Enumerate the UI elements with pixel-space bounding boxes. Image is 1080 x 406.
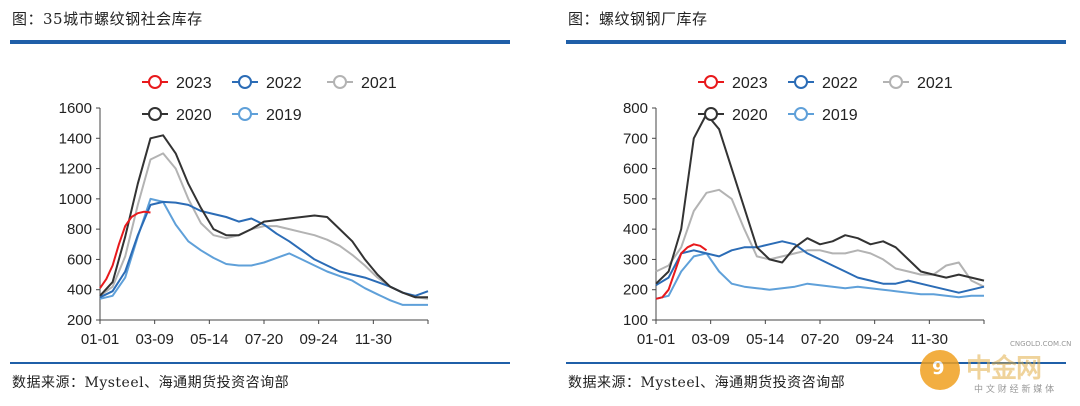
legend-label: 2023 (176, 75, 212, 92)
title-rule (10, 40, 510, 44)
y-tick-label: 1000 (59, 191, 92, 208)
legend-marker (238, 75, 252, 89)
legend-label: 2022 (822, 75, 858, 92)
y-tick-label: 600 (623, 161, 648, 178)
legend-label: 2019 (266, 107, 302, 124)
legend-marker (148, 75, 162, 89)
series-line-2021 (655, 188, 985, 288)
chart-title: 图：螺纹钢钢厂库存 (568, 10, 708, 28)
y-tick-label: 400 (67, 282, 92, 299)
legend-marker (889, 75, 903, 89)
x-tick-label: 11-30 (911, 331, 948, 348)
legend-label: 2021 (361, 75, 397, 92)
legend-item-2019: 2019 (232, 107, 302, 124)
series-line-2022 (655, 240, 985, 294)
source-rule (566, 362, 1066, 364)
legend-label: 2020 (176, 107, 212, 124)
x-tick-label: 01-01 (81, 331, 119, 348)
x-tick-label: 03-09 (691, 331, 729, 348)
legend-item-2022: 2022 (232, 75, 302, 92)
series-line-2020 (655, 113, 985, 285)
legend-item-2023: 2023 (142, 75, 212, 92)
legend-item-2021: 2021 (883, 75, 953, 92)
series-line-2023 (655, 243, 708, 300)
chart-title: 图：35城市螺纹钢社会库存 (12, 10, 203, 28)
y-tick-label: 500 (623, 191, 648, 208)
chart-panel-social-inventory: 图：35城市螺纹钢社会库存 200 400 600 800 1000 1200 1400 16… (10, 10, 510, 391)
title-rule (566, 40, 1066, 44)
legend-label: 2020 (732, 107, 768, 124)
x-tick-label: 01-01 (637, 331, 675, 348)
x-tick-label: 11-30 (355, 331, 392, 348)
x-tick-label: 03-09 (135, 331, 173, 348)
source-rule (10, 362, 510, 364)
watermark: 9 中金网 CNGOLD.COM.CN 中 文 财 经 新 媒 体 (902, 340, 1072, 396)
y-tick-label: 200 (67, 312, 92, 329)
legend-marker (794, 107, 808, 121)
legend-item-2020: 2020 (698, 107, 768, 124)
legend-label: 2022 (266, 75, 302, 92)
legend-marker (148, 107, 162, 121)
chart-panel-mill-inventory: 图：螺纹钢钢厂库存 100 200 300 400 500 600 700 800 01-01 0… (556, 0, 1080, 406)
legend-marker (238, 107, 252, 121)
y-tick-label: 600 (67, 251, 92, 268)
legend-item-2023: 2023 (698, 75, 768, 92)
x-tick-label: 09-24 (855, 331, 893, 348)
x-tick-label: 05-14 (190, 331, 228, 348)
y-tick-label: 400 (623, 221, 648, 238)
legend-item-2021: 2021 (327, 75, 397, 92)
y-tick-label: 800 (623, 100, 648, 117)
x-tick-label: 07-20 (245, 331, 283, 348)
legend-label: 2023 (732, 75, 768, 92)
y-tick-label: 1600 (59, 100, 92, 117)
y-tick-label: 200 (623, 282, 648, 299)
source-note: 数据来源：Mysteel、海通期货投资咨询部 (12, 375, 290, 391)
legend-label: 2021 (917, 75, 953, 92)
series-line-2020 (99, 134, 428, 299)
legend-item-2020: 2020 (142, 107, 212, 124)
watermark-text: 中金网 (966, 354, 1042, 384)
legend-item-2019: 2019 (788, 107, 858, 124)
series-line-2019 (655, 252, 984, 300)
watermark-site: CNGOLD.COM.CN (1010, 340, 1072, 348)
y-tick-label: 1400 (59, 130, 92, 147)
legend-marker (704, 107, 718, 121)
legend-marker (333, 75, 347, 89)
y-tick-label: 1200 (59, 161, 92, 178)
source-note: 数据来源：Mysteel、海通期货投资咨询部 (568, 375, 846, 391)
x-tick-label: 09-24 (299, 331, 337, 348)
legend-marker (704, 75, 718, 89)
line-chart-social-inventory: 200 400 600 800 1000 1200 1400 1600 01-01 03-09 05… (59, 75, 429, 348)
y-tick-label: 100 (623, 312, 648, 329)
legend-label: 2019 (822, 107, 858, 124)
y-tick-label: 700 (623, 130, 648, 147)
y-tick-label: 800 (67, 221, 92, 238)
x-tick-label: 07-20 (801, 331, 839, 348)
watermark-sub: 中 文 财 经 新 媒 体 (974, 385, 1055, 395)
legend-marker (794, 75, 808, 89)
series-line-2022 (99, 200, 429, 299)
x-tick-label: 05-14 (746, 331, 784, 348)
series-line-2021 (99, 152, 429, 300)
legend-item-2022: 2022 (788, 75, 858, 92)
y-tick-label: 300 (623, 251, 648, 268)
series-line-2019 (99, 197, 428, 306)
cngold-logo-icon: 9 (920, 350, 960, 390)
line-chart-mill-inventory: 100 200 300 400 500 600 700 800 01-01 03-09 05-14 0… (623, 75, 985, 348)
series-line-2023 (99, 210, 151, 289)
